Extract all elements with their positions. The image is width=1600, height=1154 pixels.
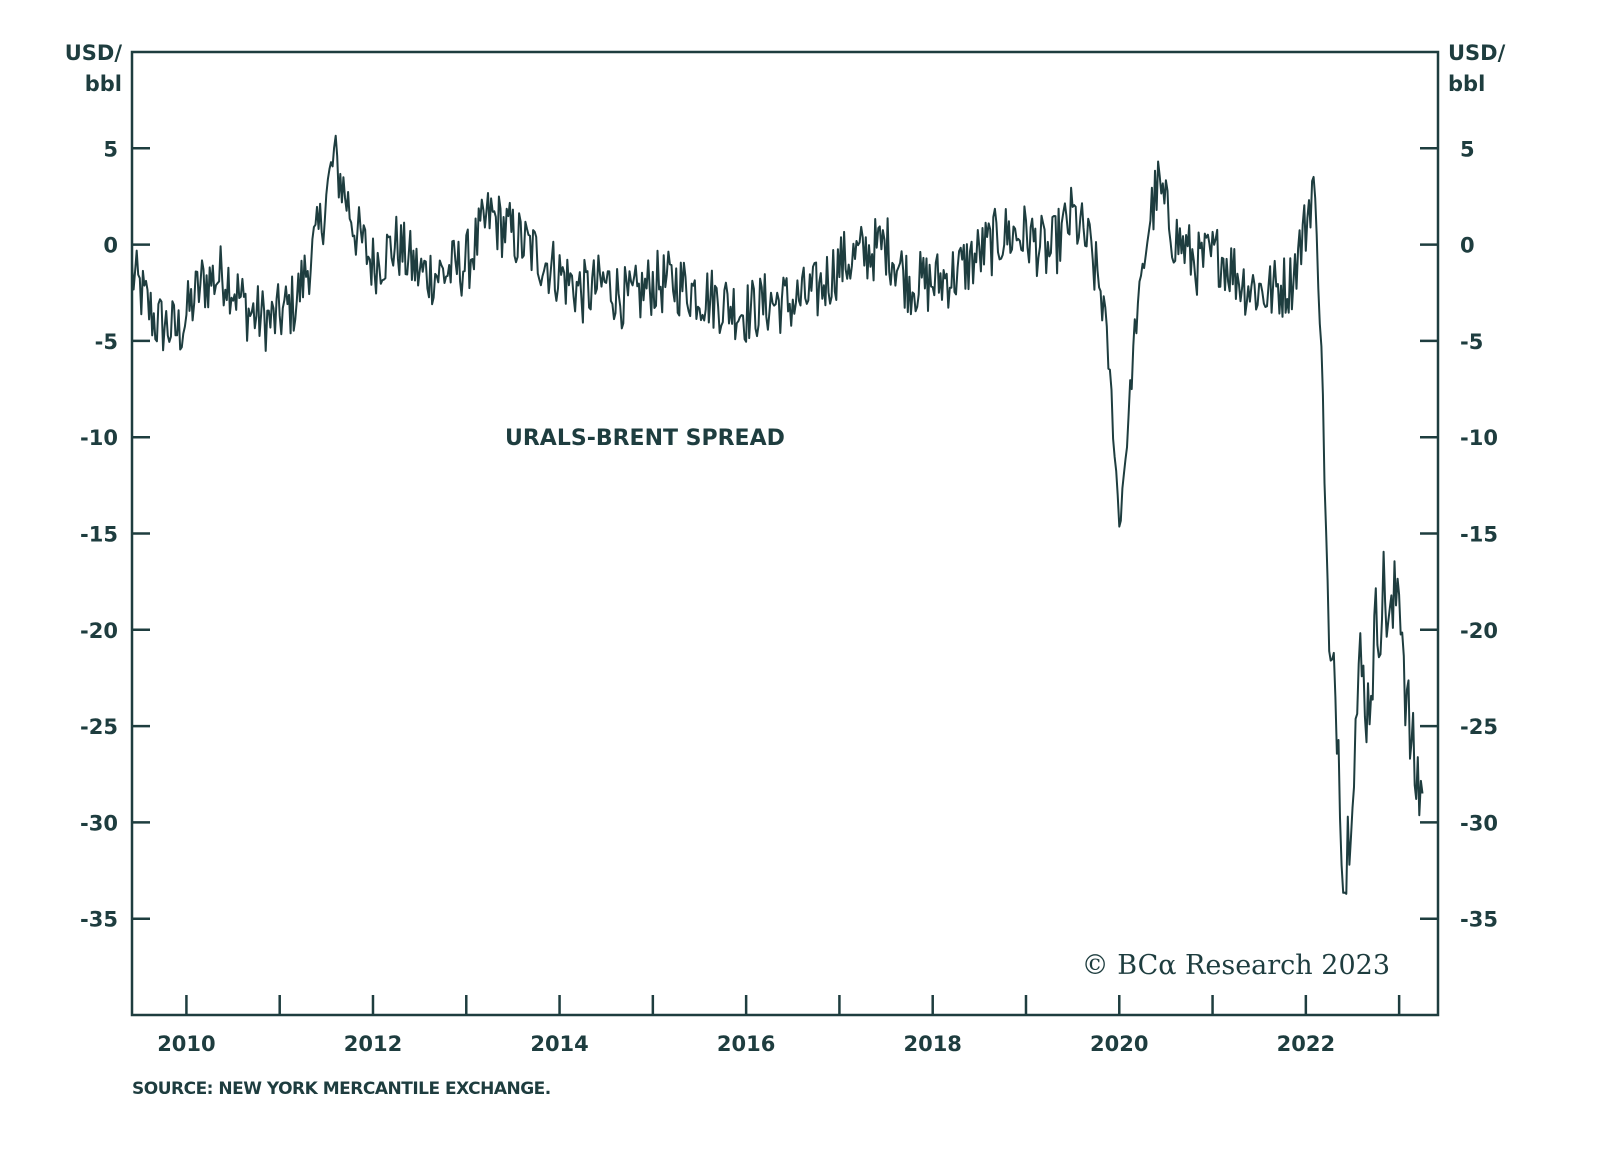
left-y-tick-label: -20 xyxy=(80,619,118,643)
left-y-axis: 5 0 -5 -10 -15 -20 -25 -30 -35 xyxy=(80,137,150,932)
right-y-tick-label: -10 xyxy=(1460,426,1498,450)
x-tick-label: 2016 xyxy=(717,1032,775,1056)
right-y-axis: 5 0 -5 -10 -15 -20 -25 -30 -35 xyxy=(1420,137,1498,932)
right-y-tick-label: -5 xyxy=(1460,330,1483,354)
right-y-tick-label: -20 xyxy=(1460,619,1498,643)
x-tick-label: 2020 xyxy=(1090,1032,1148,1056)
x-tick-label: 2018 xyxy=(903,1032,961,1056)
right-unit-line-2: bbl xyxy=(1448,72,1485,96)
left-unit-line-1: USD/ xyxy=(65,41,123,65)
series-line-urals-brent xyxy=(131,134,1424,895)
right-y-tick-label: -25 xyxy=(1460,715,1498,739)
x-tick-label: 2014 xyxy=(530,1032,588,1056)
source-note: SOURCE: NEW YORK MERCANTILE EXCHANGE. xyxy=(132,1079,551,1099)
left-y-tick-label: -5 xyxy=(95,330,118,354)
left-y-tick-label: 5 xyxy=(103,137,118,161)
left-y-tick-label: 0 xyxy=(103,234,118,258)
x-axis: 2010 2012 2014 2016 2018 2020 2022 xyxy=(157,995,1401,1056)
x-tick-label: 2022 xyxy=(1277,1032,1335,1056)
right-y-tick-label: 0 xyxy=(1460,234,1475,258)
plot-frame xyxy=(130,50,1440,1017)
x-tick-label: 2012 xyxy=(344,1032,402,1056)
left-y-tick-label: -25 xyxy=(80,715,118,739)
right-unit-line-1: USD/ xyxy=(1448,41,1506,65)
right-y-tick-label: 5 xyxy=(1460,137,1475,161)
right-y-tick-label: -30 xyxy=(1460,811,1498,835)
copyright-text: © BCα Research 2023 xyxy=(1082,950,1390,981)
left-y-tick-label: -15 xyxy=(80,523,118,547)
left-y-tick-label: -30 xyxy=(80,811,118,835)
left-unit-line-2: bbl xyxy=(85,72,122,96)
x-tick-label: 2010 xyxy=(157,1032,215,1056)
left-y-tick-label: -35 xyxy=(80,908,118,932)
right-y-tick-label: -15 xyxy=(1460,523,1498,547)
left-y-tick-label: -10 xyxy=(80,426,118,450)
right-y-tick-label: -35 xyxy=(1460,908,1498,932)
series-annotation-label: URALS-BRENT SPREAD xyxy=(505,426,785,451)
